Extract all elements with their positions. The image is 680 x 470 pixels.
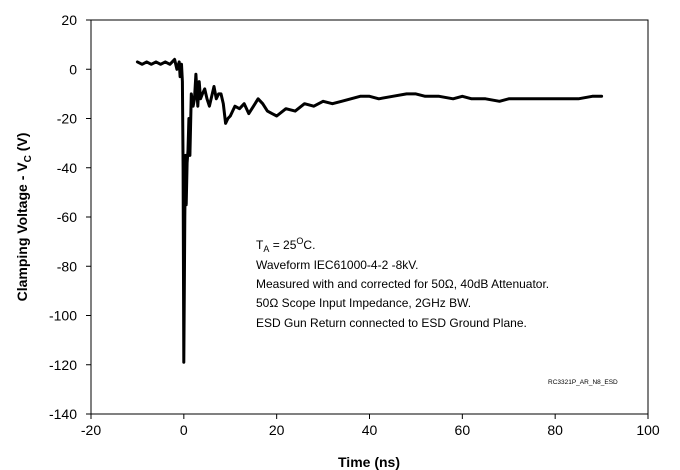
x-tick-label: 60 — [455, 422, 471, 438]
x-tick-label: 100 — [636, 422, 660, 438]
y-tick-label: -80 — [57, 258, 77, 274]
annotation-waveform: Waveform IEC61000-4-2 -8kV. — [256, 258, 419, 272]
annotation-box: TA = 25OC. Waveform IEC61000-4-2 -8kV. M… — [256, 236, 549, 330]
y-tick-label: -60 — [57, 209, 77, 225]
x-tick-label: 40 — [362, 422, 378, 438]
annotation-ground: ESD Gun Return connected to ESD Ground P… — [256, 316, 527, 330]
x-tick-label: 80 — [547, 422, 563, 438]
x-tick-label: 0 — [180, 422, 188, 438]
x-tick-label: 20 — [269, 422, 285, 438]
y-tick-label: -140 — [49, 406, 77, 422]
annotation-impedance: 50Ω Scope Input Impedance, 2GHz BW. — [256, 296, 471, 310]
axis-ticks: -20 0 20 40 60 80 100 20 0 -20 -40 -60 -80 -100 -120 -1… — [49, 12, 660, 438]
plot-area-border — [90, 19, 649, 415]
x-axis-title: Time (ns) — [338, 454, 400, 470]
y-tick-label: -20 — [57, 111, 77, 127]
annotation-temperature: TA = 25OC. — [256, 236, 315, 254]
y-axis-title-subscript: C — [23, 155, 34, 162]
y-tick-label: -40 — [57, 160, 77, 176]
y-tick-label: 0 — [69, 61, 77, 77]
y-tick-label: 20 — [61, 12, 77, 28]
y-axis-title-suffix: (V) — [14, 133, 30, 156]
y-tick-label: -100 — [49, 308, 77, 324]
y-axis-title: Clamping Voltage - VC (V) — [14, 133, 34, 302]
series-line-0 — [135, 57, 604, 364]
x-tick-label: -20 — [81, 422, 101, 438]
figure-code-label: RC3321P_AR_N8_ESD — [548, 379, 618, 386]
series-layer — [135, 57, 604, 364]
annotation-measured: Measured with and corrected for 50Ω, 40d… — [256, 277, 549, 291]
y-tick-label: -120 — [49, 357, 77, 373]
